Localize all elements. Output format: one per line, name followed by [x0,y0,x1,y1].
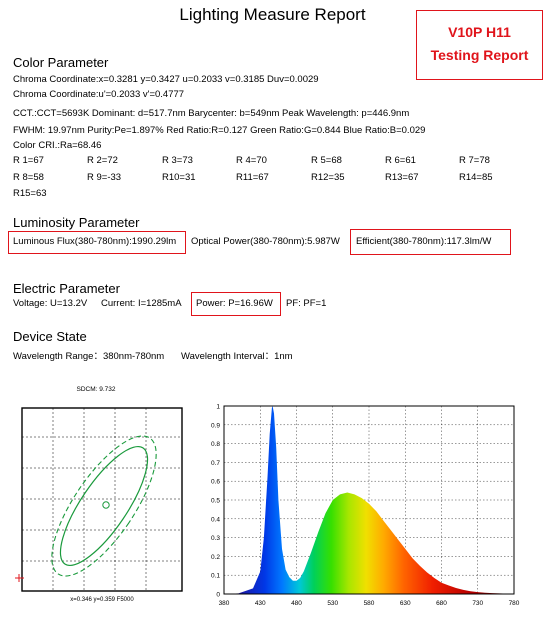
y-tick-label: 0.4 [211,516,220,523]
r-value: R 4=70 [236,155,267,166]
r-value: R11=67 [236,172,269,183]
report-title: Lighting Measure Report [179,5,366,24]
sdcm-title: SDCM: 9.732 [76,386,115,393]
x-tick-label: 630 [400,600,411,607]
badge-model: V10P H11 [448,24,511,40]
y-tick-label: 0.8 [211,441,220,448]
sdcm-frame [21,407,183,592]
current-value: Current: I=1285mA [101,298,182,309]
sdcm-caption: x=0.346 y=0.359 F5000 [70,597,134,603]
sdcm-inner-ellipse [59,445,149,567]
y-tick-label: 0.3 [211,535,220,542]
y-tick-label: 0 [216,592,220,599]
power-factor-value: PF: PF=1 [286,298,327,309]
x-tick-label: 780 [509,600,520,607]
testing-report-badge: V10P H11 Testing Report [416,10,543,80]
r-value: R15=63 [13,188,47,199]
y-tick-label: 0.2 [211,554,220,561]
sdcm-measured-point [102,501,110,509]
electric-heading: Electric Parameter [13,281,120,296]
badge-subtitle: Testing Report [430,47,529,63]
luminous-flux-value: Luminous Flux(380-780nm):1990.29lm [13,236,177,247]
power-value: Power: P=16.96W [196,298,273,309]
device-state-heading: Device State [13,329,87,344]
efficient-highlight [350,229,511,255]
r-value: R 3=73 [162,155,193,166]
y-tick-label: 0.5 [211,498,220,505]
x-tick-label: 480 [291,600,302,607]
cri-line: Color CRI.:Ra=68.46 [13,140,102,151]
y-tick-label: 1 [216,404,220,411]
spectrum-chart: 0 0.1 0.2 0.3 0.4 0.5 0.6 0.7 0.8 0.9 1 380 430 480 5… [211,404,520,608]
luminosity-heading: Luminosity Parameter [13,215,140,230]
sdcm-diagram: SDCM: 9.732 x=0.346 y=0.359 F5000 [15,386,183,603]
y-tick-label: 0.9 [211,422,220,429]
r-value: R 6=61 [385,155,416,166]
spectrum-y-axis: 0 0.1 0.2 0.3 0.4 0.5 0.6 0.7 0.8 0.9 1 [211,404,220,599]
r-value: R13=67 [385,172,419,183]
sdcm-marker [15,574,24,582]
r-value: R12=35 [311,172,345,183]
r-value: R 8=58 [13,172,44,183]
chroma-coordinate-line: Chroma Coordinate:x=0.3281 y=0.3427 u=0.… [13,74,319,85]
r-value: R 7=78 [459,155,490,166]
y-tick-label: 0.7 [211,460,220,467]
x-tick-label: 430 [255,600,266,607]
r-value: R10=31 [162,172,196,183]
efficient-value: Efficient(380-780nm):117.3lm/W [356,236,492,247]
wavelength-interval: Wavelength Interval：1nm [181,351,293,362]
fwhm-line: FWHM: 19.97nm Purity:Pe=1.897% Red Ratio… [13,125,426,136]
optical-power-value: Optical Power(380-780nm):5.987W [191,236,340,247]
power-highlight [191,292,281,316]
sdcm-outer-ellipse [51,435,157,577]
y-tick-label: 0.1 [211,573,220,580]
spectrum-x-axis: 380 430 480 530 580 630 680 730 780 [219,600,520,607]
wavelength-range: Wavelength Range：380nm-780nm [13,351,165,362]
r-value: R 1=67 [13,155,44,166]
r-value: R14=85 [459,172,493,183]
spectrum-area [224,406,514,594]
r-value: R 9=-33 [87,172,122,183]
color-parameter-heading: Color Parameter [13,55,109,70]
cct-line: CCT.:CCT=5693K Dominant: d=517.7nm Baryc… [13,108,410,119]
chroma-coordinate-uv-line: Chroma Coordinate:u'=0.2033 v'=0.4777 [13,89,185,100]
x-tick-label: 730 [472,600,483,607]
x-tick-label: 380 [219,600,230,607]
x-tick-label: 580 [364,600,375,607]
r-value: R 2=72 [87,155,118,166]
x-tick-label: 530 [327,600,338,607]
y-tick-label: 0.6 [211,479,220,486]
spectrum-frame [223,405,515,595]
voltage-value: Voltage: U=13.2V [13,298,88,309]
x-tick-label: 680 [436,600,447,607]
luminous-flux-highlight [8,231,186,254]
r-value: R 5=68 [311,155,342,166]
